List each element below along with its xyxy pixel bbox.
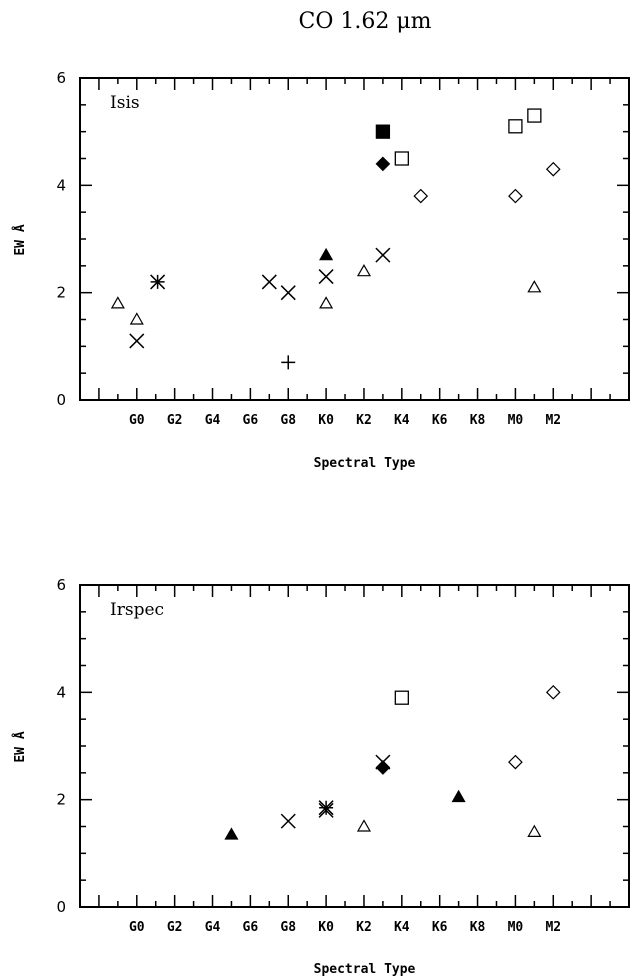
data-point-cross — [318, 269, 334, 285]
y-tick-label: 4 — [56, 683, 66, 701]
chart-panel-isis: 0 2 4 6 G0 G2 G4 G6 G8 K0 K2 K4 K6 K8 M0 M2 Spectral Typ… — [12, 69, 630, 471]
plot-frame — [79, 77, 630, 401]
x-tick-label: K4 — [394, 920, 410, 935]
data-point-square-open — [394, 690, 409, 705]
x-tick-label: G8 — [280, 413, 296, 428]
x-tick-label: K2 — [356, 920, 372, 935]
x-axis-label: Spectral Type — [314, 456, 416, 471]
data-point-triangle-open — [129, 312, 144, 325]
x-tick-label: K4 — [394, 413, 410, 428]
y-tick-label: 0 — [56, 391, 66, 409]
data-point-triangle-open — [527, 824, 542, 837]
x-tick-label: M2 — [545, 920, 561, 935]
data-point-square-open — [527, 108, 542, 123]
x-tick-label: M0 — [508, 413, 524, 428]
y-tick-label: 6 — [56, 576, 66, 594]
y-tick-label: 4 — [56, 176, 66, 194]
x-tick-label: G8 — [280, 920, 296, 935]
y-axis-label: EW Å — [12, 224, 28, 255]
data-point-triangle-open — [110, 296, 125, 309]
x-tick-label: M2 — [545, 413, 561, 428]
data-point-diamond-filled — [375, 156, 391, 172]
x-tick-label: K8 — [470, 413, 486, 428]
data-point-cross — [261, 274, 277, 290]
x-tick-label: G4 — [205, 413, 221, 428]
data-point-triangle-filled — [224, 827, 239, 840]
figure-title: CO 1.62 μm — [299, 9, 432, 34]
data-point-cross — [318, 802, 334, 818]
data-point-asterisk — [318, 800, 334, 816]
x-tick-label: G6 — [243, 920, 259, 935]
panel-label: Isis — [110, 93, 140, 113]
data-point-triangle-filled — [451, 789, 466, 803]
data-point-plus — [281, 355, 296, 370]
y-tick-label: 6 — [56, 69, 66, 87]
data-point-triangle-open — [356, 263, 371, 277]
x-axis-label: Spectral Type — [314, 962, 416, 977]
y-tick-label: 0 — [56, 898, 66, 916]
x-tick-label: K0 — [318, 413, 334, 428]
data-point-triangle-open — [356, 819, 371, 832]
x-tick-label: G6 — [243, 413, 259, 428]
y-tick-label: 2 — [56, 284, 66, 302]
x-tick-label: K8 — [470, 920, 486, 935]
x-tick-label: K6 — [432, 920, 448, 935]
x-tick-label: G0 — [129, 413, 145, 428]
data-point-diamond-filled — [375, 760, 391, 775]
x-tick-label: G0 — [129, 920, 145, 935]
data-point-diamond-open — [413, 188, 429, 204]
chart-panel-irspec: 0 2 4 6 G0 G2 G4 G6 G8 K0 K2 K4 K6 K8 M0 M2 Spectral Typ… — [12, 576, 630, 977]
data-point-square-filled — [375, 124, 391, 139]
data-point-asterisk — [150, 274, 166, 290]
data-point-cross — [375, 247, 391, 263]
data-point-cross — [280, 813, 296, 829]
x-tick-label: K2 — [356, 413, 372, 428]
data-point-triangle-open — [319, 296, 334, 309]
data-point-diamond-open — [545, 161, 561, 177]
x-tick-label: G2 — [167, 920, 183, 935]
panel-label: Irspec — [110, 600, 164, 620]
y-axis-label: EW Å — [12, 731, 28, 762]
x-tick-label: K0 — [318, 920, 334, 935]
x-tick-label: G2 — [167, 413, 183, 428]
x-tick-label: G4 — [205, 920, 221, 935]
data-point-cross — [129, 333, 145, 349]
data-point-triangle-open — [527, 280, 542, 293]
y-tick-label: 2 — [56, 791, 66, 809]
plot-frame — [79, 584, 630, 908]
data-point-diamond-open — [545, 684, 561, 700]
data-point-cross — [280, 285, 296, 301]
x-tick-label: K6 — [432, 413, 448, 428]
data-point-square-open — [508, 119, 523, 134]
data-point-diamond-open — [508, 188, 523, 204]
data-point-triangle-filled — [319, 247, 334, 261]
data-point-diamond-open — [508, 754, 523, 770]
data-point-square-open — [394, 151, 409, 166]
x-tick-label: M0 — [508, 920, 524, 935]
